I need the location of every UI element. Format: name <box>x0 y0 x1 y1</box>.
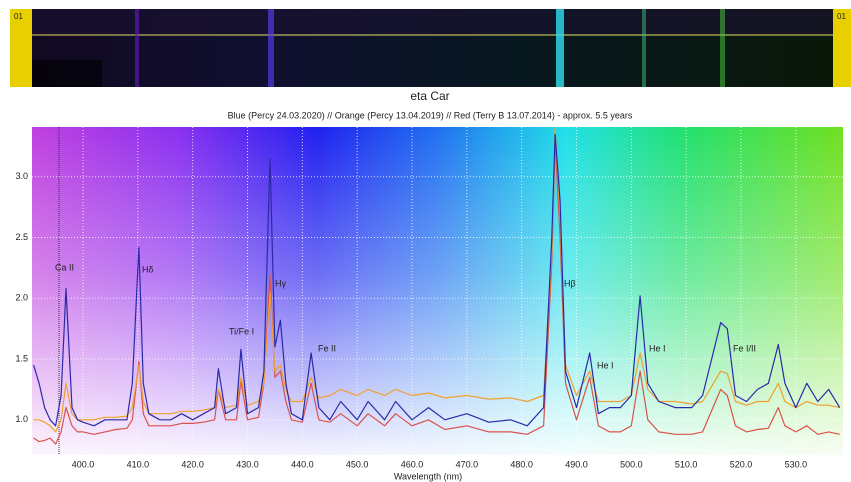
line-annotation: Ti/Fe I <box>229 326 254 336</box>
x-tick-label: 530.0 <box>785 459 808 469</box>
line-annotation: Ca II <box>55 262 74 272</box>
x-tick-label: 500.0 <box>620 459 643 469</box>
x-tick-label: 460.0 <box>401 459 424 469</box>
y-tick-label: 2.0 <box>15 293 28 303</box>
line-annotation: Hδ <box>142 264 154 274</box>
x-tick-label: 400.0 <box>72 459 95 469</box>
plot-fade <box>32 127 843 455</box>
series-line <box>33 127 840 433</box>
line-annotation: He I <box>649 343 666 353</box>
line-annotation: He I <box>597 360 614 370</box>
x-axis-label: Wavelength (nm) <box>394 471 462 481</box>
y-tick-label: 3.0 <box>15 171 28 181</box>
y-tick-label: 2.5 <box>15 232 28 242</box>
x-tick-label: 520.0 <box>730 459 753 469</box>
x-tick-label: 470.0 <box>456 459 479 469</box>
chart-title: eta Car <box>410 89 449 103</box>
x-tick-label: 440.0 <box>291 459 314 469</box>
y-tick-label: 1.5 <box>15 353 28 363</box>
x-tick-label: 450.0 <box>346 459 369 469</box>
chart-subtitle: Blue (Percy 24.03.2020) // Orange (Percy… <box>228 110 633 120</box>
x-tick-label: 420.0 <box>181 459 204 469</box>
x-tick-label: 430.0 <box>236 459 259 469</box>
line-annotation: Hβ <box>564 278 576 288</box>
line-annotation: Fe I/II <box>733 343 756 353</box>
x-tick-label: 510.0 <box>675 459 698 469</box>
x-tick-label: 490.0 <box>565 459 588 469</box>
plot <box>32 127 843 455</box>
y-tick-label: 1.0 <box>15 414 28 424</box>
strip-label: 01 <box>837 12 846 21</box>
spectrum-strip: 01 01 <box>10 9 851 87</box>
x-tick-label: 480.0 <box>510 459 533 469</box>
line-annotation: Fe II <box>318 343 336 353</box>
series-line <box>33 133 841 427</box>
strip-label: 01 <box>14 12 23 21</box>
line-annotation: Hγ <box>275 278 286 288</box>
x-tick-label: 410.0 <box>127 459 150 469</box>
series-line <box>33 139 840 445</box>
